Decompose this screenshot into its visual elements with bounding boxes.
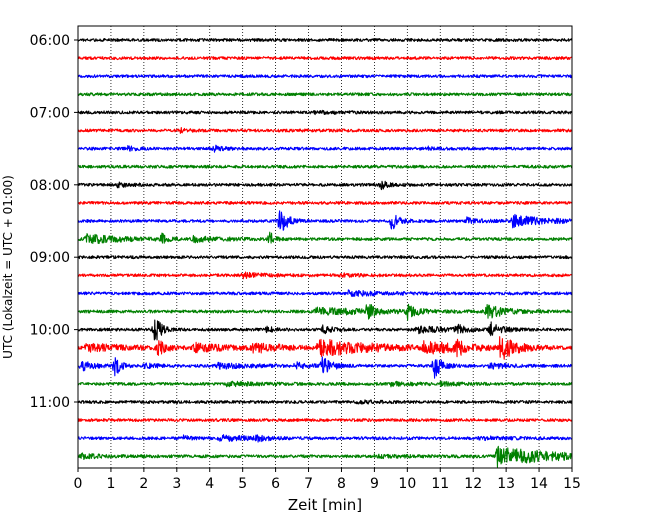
x-tick-label: 3	[172, 476, 181, 492]
x-tick-label: 11	[431, 476, 449, 492]
y-tick-label: 10:00	[30, 323, 70, 339]
trace-0615	[77, 56, 573, 61]
x-tick-label: 12	[464, 476, 482, 492]
x-tick-label: 1	[106, 476, 115, 492]
trace-1130	[77, 434, 573, 443]
x-tick-label: 7	[304, 476, 313, 492]
trace-0645	[77, 92, 573, 97]
x-tick-label: 10	[398, 476, 416, 492]
trace-0745	[77, 164, 573, 169]
tick-layer: 0 1 2 3 4 5 6 7 8 9 10 11 12 13 14 1506:0007:0008:0009:…	[30, 33, 581, 492]
trace-1045	[77, 380, 573, 388]
y-axis-title: UTC (Lokalzeit = UTC + 01:00)	[1, 175, 15, 359]
y-tick-label: 07:00	[30, 105, 70, 121]
trace-0600	[77, 38, 573, 42]
trace-0700	[77, 109, 573, 116]
trace-0900	[77, 255, 573, 260]
trace-0945	[77, 303, 573, 321]
x-tick-label: 2	[139, 476, 148, 492]
x-tick-label: 15	[563, 476, 581, 492]
trace-0800	[77, 180, 573, 191]
y-tick-label: 09:00	[30, 250, 70, 266]
trace-1100	[77, 399, 573, 405]
x-tick-label: 13	[497, 476, 515, 492]
trace-layer	[77, 38, 573, 468]
trace-1000	[77, 319, 573, 341]
x-tick-label: 9	[370, 476, 379, 492]
trace-1015	[77, 336, 573, 360]
trace-0915	[77, 271, 573, 280]
trace-0930	[77, 289, 573, 297]
y-tick-label: 11:00	[30, 395, 70, 411]
x-tick-label: 8	[337, 476, 346, 492]
x-tick-label: 14	[530, 476, 548, 492]
x-tick-label: 0	[74, 476, 83, 492]
x-axis-title: Zeit [min]	[288, 496, 362, 514]
trace-0730	[77, 144, 573, 153]
trace-0830	[77, 210, 573, 231]
trace-1145	[77, 445, 573, 468]
plot-frame	[77, 25, 573, 469]
x-tick-label: 4	[205, 476, 214, 492]
y-tick-label: 06:00	[30, 33, 70, 49]
trace-0715	[77, 126, 573, 134]
trace-0630	[77, 74, 573, 79]
trace-1115	[77, 418, 573, 423]
trace-1030	[77, 356, 573, 379]
trace-0815	[77, 200, 573, 205]
trace-0845	[77, 231, 573, 244]
x-tick-label: 6	[271, 476, 280, 492]
x-tick-label: 5	[238, 476, 247, 492]
y-tick-label: 08:00	[30, 178, 70, 194]
